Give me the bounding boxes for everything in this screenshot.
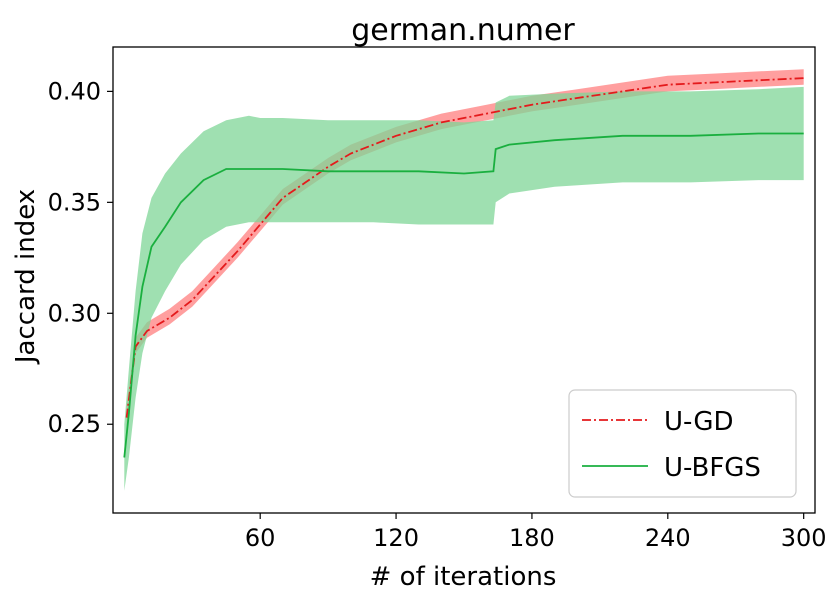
- x-axis-label: # of iterations: [370, 562, 557, 592]
- y-tick-label: 0.30: [48, 299, 101, 327]
- x-tick-label: 240: [645, 524, 691, 552]
- y-tick-label: 0.40: [48, 77, 101, 105]
- y-tick-label: 0.35: [48, 188, 101, 216]
- chart-title: german.numer: [351, 13, 575, 48]
- legend-box: [568, 389, 797, 498]
- x-axis-ticks: 60 120 180 240 300: [245, 513, 827, 552]
- x-tick-label: 60: [245, 524, 276, 552]
- legend-label-u-gd: U-GD: [664, 407, 734, 437]
- x-tick-label: 120: [373, 524, 419, 552]
- plot-area: [123, 69, 804, 491]
- plot-frame: [112, 46, 816, 514]
- y-axis-ticks: 0.25 0.30 0.35 0.40: [48, 77, 113, 438]
- y-axis-label: Jaccard index: [11, 189, 41, 365]
- x-tick-label: 180: [509, 524, 555, 552]
- legend-label-u-bfgs: U-BFGS: [664, 453, 761, 483]
- series-line-u-bfgs: [123, 132, 804, 458]
- y-tick-label: 0.25: [48, 410, 101, 438]
- x-tick-label: 300: [781, 524, 827, 552]
- series-line-u-gd: [125, 77, 804, 418]
- legend: U-GD U-BFGS: [568, 389, 797, 498]
- band-u-bfgs: [124, 86, 804, 491]
